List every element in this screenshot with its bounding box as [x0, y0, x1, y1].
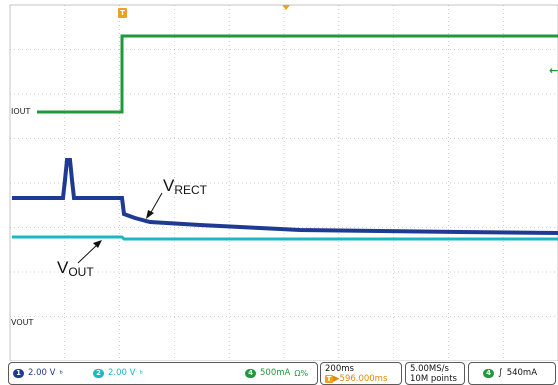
ch4-badge: 4: [245, 368, 256, 378]
ch2-badge: 2: [93, 368, 104, 378]
iout-trace-label: IOUT: [11, 107, 31, 116]
vertical-settings-box[interactable]: 1 2.00 V ᵇ 2 2.00 V ᵇ 4 500mA Ω%: [8, 362, 318, 385]
ch1-scale: 2.00 V: [28, 368, 56, 378]
vrect-main: V: [163, 176, 175, 195]
ch4-reference-arrow: ←: [549, 64, 558, 77]
annotation-arrows: [77, 192, 163, 264]
ch2-bandwidth-icon: ᵇ: [139, 368, 143, 378]
vout-main: V: [57, 258, 69, 277]
vrect-arrowhead: [146, 210, 154, 219]
graticule-border: [9, 4, 558, 361]
status-bar: 1 2.00 V ᵇ 2 2.00 V ᵇ 4 500mA Ω% 200ms T…: [0, 361, 558, 385]
ch1-vrect-trace: [12, 158, 558, 235]
trigger-settings[interactable]: 4 ∫ 540mA: [483, 368, 537, 378]
acquisition-settings-box[interactable]: 5.00MS/s 10M points: [405, 362, 465, 385]
horizontal-settings-box[interactable]: 200ms T ▶596.000ms: [320, 362, 402, 385]
ch4-settings[interactable]: 4 500mA Ω%: [245, 368, 308, 378]
waveform-plot: [9, 4, 558, 361]
ch4-scale: 500mA: [260, 368, 291, 378]
graticule: [9, 4, 558, 361]
sample-rate: 5.00MS/s: [410, 364, 449, 374]
ch4-suffix: Ω%: [294, 368, 309, 378]
ch2-vout-trace: [12, 235, 558, 241]
vout-sub: OUT: [68, 265, 94, 279]
timebase: 200ms: [325, 364, 354, 374]
record-length: 10M points: [410, 374, 457, 384]
vout-arrowhead: [93, 240, 102, 248]
trigger-ch4-badge: 4: [483, 368, 494, 378]
ch2-settings[interactable]: 2 2.00 V ᵇ: [93, 368, 143, 378]
vout-annotation: VOUT: [57, 258, 94, 279]
vrect-annotation: VRECT: [163, 176, 207, 197]
trigger-badge: T: [325, 375, 333, 383]
trigger-settings-box[interactable]: 4 ∫ 540mA: [468, 362, 556, 385]
ch4-iout-trace: [37, 34, 558, 114]
trigger-position: T ▶596.000ms: [325, 374, 387, 384]
waveform-traces: [12, 34, 558, 241]
vout-arrow-line: [77, 243, 99, 264]
trigger-position-marker[interactable]: T: [118, 8, 127, 18]
trigger-level: 540mA: [506, 368, 538, 378]
trigger-slope-icon: ∫: [498, 368, 503, 378]
ch1-badge: 1: [13, 368, 24, 378]
trigger-pos-value: ▶596.000ms: [333, 374, 388, 384]
ch2-scale: 2.00 V: [108, 368, 136, 378]
ch1-settings[interactable]: 1 2.00 V ᵇ: [13, 368, 63, 378]
horizontal-position-marker[interactable]: [282, 5, 290, 10]
vrect-sub: RECT: [174, 183, 208, 197]
vrect-arrow-line: [149, 192, 163, 215]
ch1-bandwidth-icon: ᵇ: [59, 368, 63, 378]
vout-trace-label: VOUT: [11, 318, 34, 327]
